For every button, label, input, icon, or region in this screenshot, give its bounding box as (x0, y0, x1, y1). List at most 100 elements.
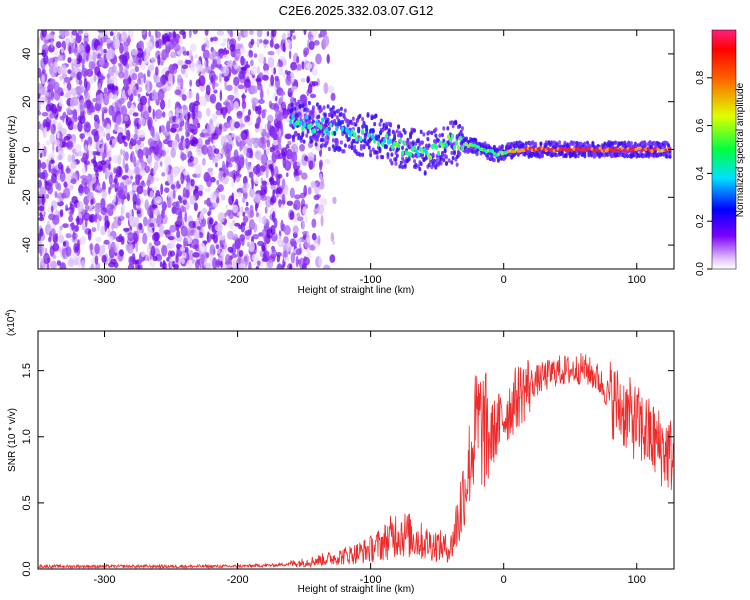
noise-blob (112, 85, 119, 91)
ridge-cell (365, 127, 369, 133)
ridge-cell (325, 126, 329, 133)
noise-blob (208, 207, 212, 216)
noise-blob (255, 77, 262, 83)
noise-blob (41, 244, 45, 255)
ridge-halo (558, 140, 562, 145)
noise-blob (133, 133, 138, 141)
noise-blob (231, 180, 234, 189)
noise-blob (190, 178, 195, 187)
ridge-halo (333, 118, 337, 124)
ridge-halo (460, 126, 464, 131)
ridge-halo (613, 140, 617, 145)
noise-blob (151, 126, 155, 139)
noise-blob (65, 91, 72, 99)
noise-blob (181, 64, 189, 70)
noise-blob (90, 198, 94, 206)
noise-blob (97, 30, 105, 33)
noise-blob (158, 223, 165, 233)
ridge-cell (414, 148, 419, 154)
noise-blob (50, 123, 57, 135)
ridge-halo (508, 145, 512, 150)
noise-blob (104, 222, 108, 232)
ridge-cell (321, 117, 325, 123)
noise-blob (96, 219, 100, 231)
noise-blob (49, 112, 56, 119)
noise-blob (114, 174, 118, 184)
noise-blob (128, 190, 135, 196)
noise-blob (176, 230, 181, 239)
noise-blob (85, 43, 91, 54)
ridge-halo (418, 166, 422, 172)
noise-blob (136, 47, 144, 59)
noise-blob (198, 75, 206, 87)
ridge-cell (359, 136, 363, 142)
noise-blob (181, 151, 185, 162)
noise-blob (172, 123, 180, 129)
ridge-halo (409, 141, 413, 146)
ridge-halo (339, 112, 343, 117)
noise-blob (294, 194, 301, 200)
noise-blob (201, 157, 206, 166)
noise-blob (237, 84, 245, 90)
noise-blob (308, 160, 314, 171)
ridge-halo (331, 138, 335, 143)
ridge-cell (361, 128, 365, 134)
ridge-halo (361, 116, 365, 122)
noise-blob (237, 191, 242, 198)
noise-blob (327, 85, 335, 94)
noise-blob (118, 189, 126, 200)
ridge-halo (361, 152, 365, 157)
noise-blob (183, 237, 186, 249)
noise-blob (138, 255, 142, 266)
noise-blob (100, 207, 108, 216)
noise-blob (233, 233, 238, 240)
ridge-halo (318, 128, 322, 134)
noise-blob (57, 161, 63, 170)
noise-blob (249, 30, 254, 36)
noise-blob (295, 238, 302, 244)
noise-blob (94, 213, 98, 223)
noise-blob (168, 72, 173, 85)
noise-blob (253, 53, 258, 58)
snr-frame (37, 330, 675, 570)
noise-blob (286, 30, 292, 38)
noise-blob (141, 30, 146, 36)
noise-blob (113, 38, 121, 50)
noise-blob (42, 118, 48, 129)
ridge-halo (317, 114, 321, 119)
noise-blob (239, 123, 246, 128)
noise-blob (243, 30, 249, 38)
noise-blob (240, 222, 246, 233)
noise-blob (169, 250, 176, 257)
noise-blob (214, 224, 222, 232)
noise-blob (240, 206, 244, 213)
ridge-halo (323, 115, 327, 120)
noise-blob (159, 99, 166, 110)
noise-blob (111, 223, 114, 231)
noise-blob (102, 118, 108, 128)
noise-blob (216, 248, 221, 254)
noise-blob (73, 242, 79, 254)
noise-blob (234, 163, 238, 172)
ridge-halo (401, 145, 405, 151)
noise-blob (238, 249, 244, 258)
ridge-halo (611, 141, 615, 146)
noise-blob (72, 67, 80, 73)
noise-blob (254, 137, 261, 144)
ridge-halo (298, 103, 302, 109)
noise-blob (38, 111, 42, 116)
noise-blob (296, 212, 301, 218)
ridge-halo (648, 140, 652, 145)
noise-blob (147, 186, 151, 197)
noise-blob (223, 101, 231, 106)
ridge-cell (319, 124, 323, 130)
noise-blob (79, 99, 86, 112)
noise-blob (248, 241, 255, 253)
noise-blob (67, 57, 72, 63)
noise-blob (137, 77, 142, 85)
ridge-halo (434, 127, 438, 132)
ridge-cell (313, 128, 317, 134)
noise-blob (120, 105, 127, 117)
ridge-cell (436, 150, 441, 157)
ridge-halo (306, 108, 310, 113)
